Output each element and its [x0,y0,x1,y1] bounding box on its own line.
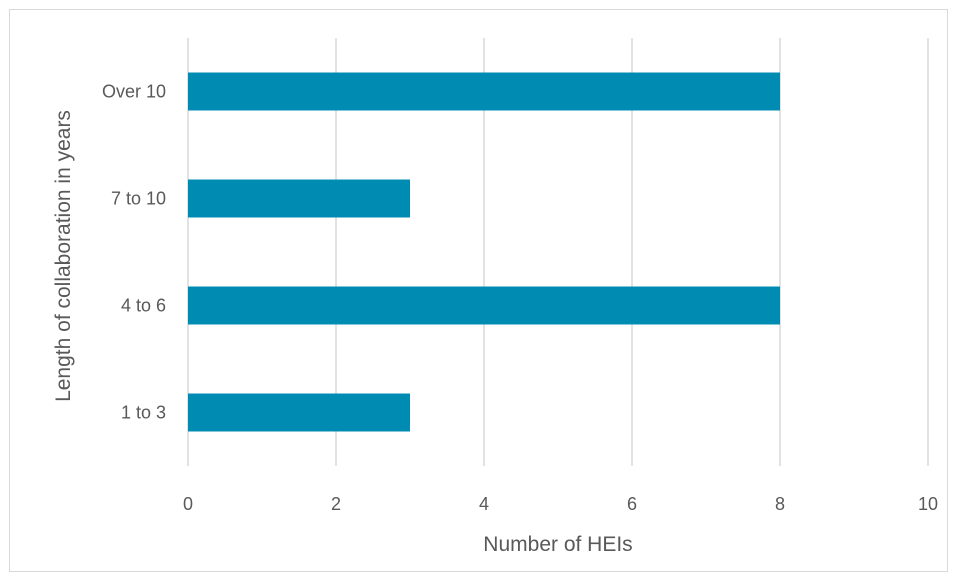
x-tick-label: 2 [331,494,341,514]
y-axis-title: Length of collaboration in years [52,110,75,402]
bar [188,179,410,218]
x-tick-labels: 0 2 4 6 8 10 [183,494,938,514]
y-tick-label: 7 to 10 [111,189,166,209]
y-tick-label: 4 to 6 [121,296,166,316]
bar [188,393,410,432]
y-tick-label: 1 to 3 [121,403,166,423]
x-tick-label: 10 [918,494,938,514]
x-tick-label: 4 [479,494,489,514]
x-tick-label: 8 [775,494,785,514]
x-axis-title: Number of HEIs [483,533,632,556]
x-tick-label: 6 [627,494,637,514]
y-tick-label: Over 10 [102,82,166,102]
x-tick-label: 0 [183,494,193,514]
bar [188,72,780,111]
y-tick-labels: 1 to 3 4 to 6 7 to 10 Over 10 [102,82,166,423]
bar [188,286,780,325]
bars [188,72,780,432]
